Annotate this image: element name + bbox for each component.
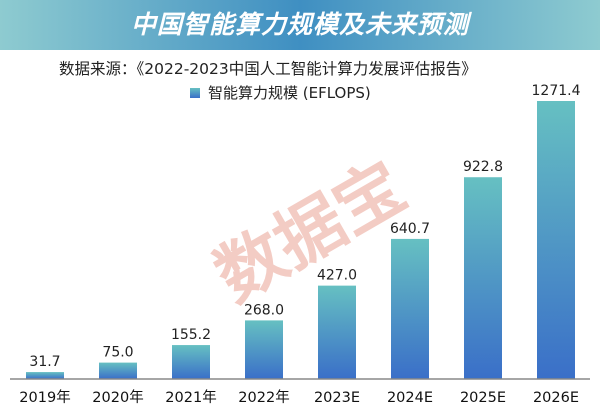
value-label-2019年: 31.7 xyxy=(29,354,60,370)
data-source-note: 数据来源：《2022-2023中国人工智能计算力发展评估报告》 xyxy=(59,60,477,78)
bars-layer: 31.7 2019年 75.0 2020年 155.2 2021年 268.0 2022年 42… xyxy=(19,83,580,406)
bar-2019年 xyxy=(26,372,64,379)
watermark: 数据宝 xyxy=(203,147,419,317)
bar-2022年 xyxy=(245,320,283,379)
x-tick-label-2019年: 2019年 xyxy=(19,389,70,406)
bar-2026E xyxy=(537,101,575,379)
legend-label: 智能算力规模 (EFLOPS) xyxy=(208,84,371,102)
bar-2025E xyxy=(464,177,502,379)
x-tick-label-2023E: 2023E xyxy=(314,390,360,406)
x-tick-label-2022年: 2022年 xyxy=(238,389,289,406)
chart-title: 中国智能算力规模及未来预测 xyxy=(130,10,469,39)
bar-2021年 xyxy=(172,345,210,379)
value-label-2025E: 922.8 xyxy=(463,159,503,175)
value-label-2023E: 427.0 xyxy=(317,268,357,284)
value-label-2026E: 1271.4 xyxy=(532,83,581,99)
value-label-2024E: 640.7 xyxy=(390,221,430,237)
bar-2023E xyxy=(318,285,356,379)
bar-2024E xyxy=(391,238,429,379)
x-tick-label-2026E: 2026E xyxy=(533,390,579,406)
x-tick-label-2020年: 2020年 xyxy=(92,389,143,406)
title-banner: 中国智能算力规模及未来预测 xyxy=(0,0,600,50)
x-tick-label-2021年: 2021年 xyxy=(165,389,216,406)
chart-legend: 智能算力规模 (EFLOPS) xyxy=(190,82,371,103)
value-label-2022年: 268.0 xyxy=(244,302,284,318)
legend-swatch xyxy=(190,87,200,98)
x-tick-label-2024E: 2024E xyxy=(387,390,433,406)
value-label-2021年: 155.2 xyxy=(171,327,211,343)
x-tick-label-2025E: 2025E xyxy=(460,390,506,406)
bar-2020年 xyxy=(99,362,137,379)
value-label-2020年: 75.0 xyxy=(102,345,133,361)
